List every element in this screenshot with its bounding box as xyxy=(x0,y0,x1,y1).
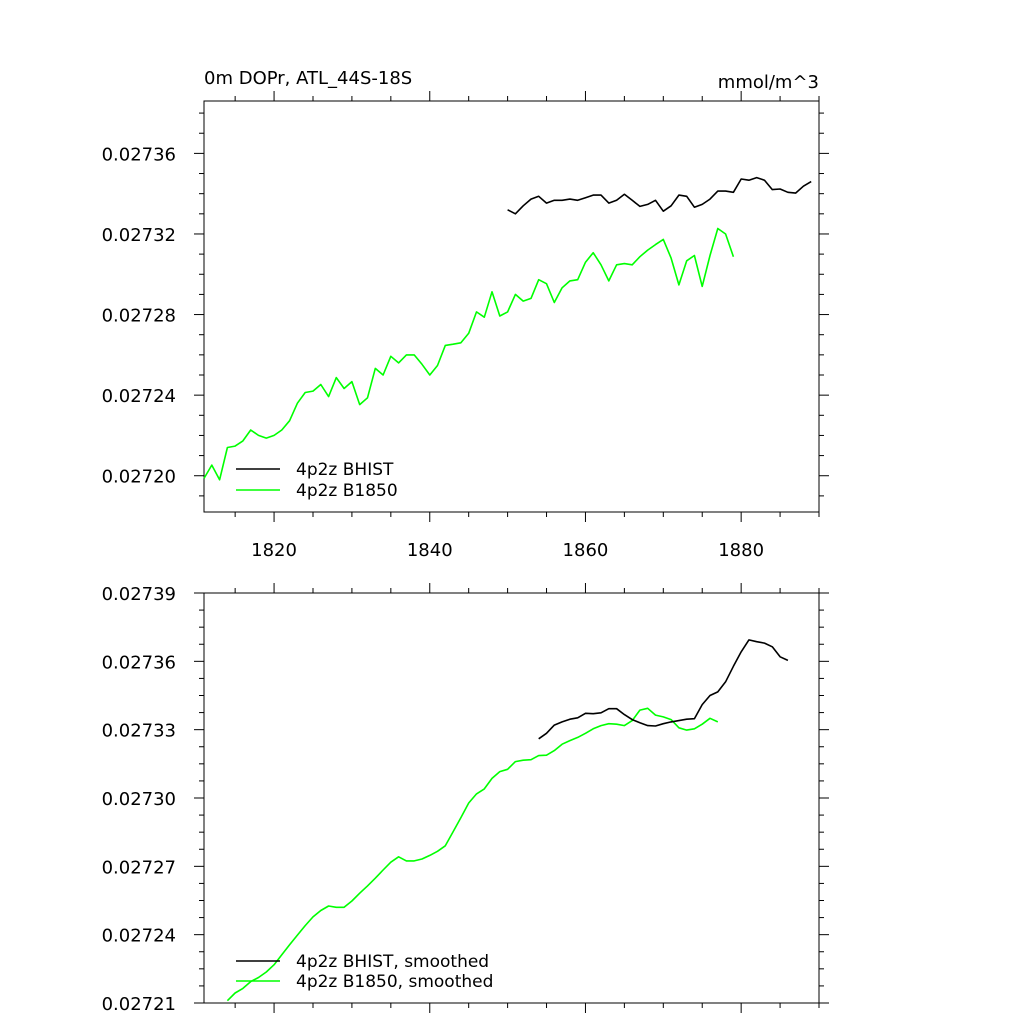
y-tick-label: 0.02724 xyxy=(102,926,176,947)
y-tick-label: 0.02720 xyxy=(102,467,176,488)
chart-title: 0m DOPr, ATL_44S-18S xyxy=(204,68,412,89)
legend-label-b1850-smoothed: 4p2z B1850, smoothed xyxy=(296,972,493,992)
top-panel: 0m DOPr, ATL_44S-18S mmol/m^3 1820 1840 18… xyxy=(102,68,829,561)
series-line-4p2z-bhist xyxy=(507,176,812,215)
bottom-axes: 0.02721 0.02724 0.02727 0.02730 0.02733 0.027… xyxy=(102,583,829,1015)
bottom-panel: 0.02721 0.02724 0.02727 0.02730 0.02733 0.027… xyxy=(102,583,829,1015)
top-plot-frame xyxy=(203,100,820,513)
x-tick-label: 1880 xyxy=(718,540,764,561)
legend-label-bhist-smoothed: 4p2z BHIST, smoothed xyxy=(296,952,489,972)
bottom-plot-frame xyxy=(203,592,820,1004)
y-tick-label: 0.02736 xyxy=(102,144,176,165)
top-series xyxy=(203,176,812,481)
y-tick-label: 0.02727 xyxy=(102,857,176,878)
units-label: mmol/m^3 xyxy=(718,72,819,93)
y-tick-label: 0.02739 xyxy=(102,584,176,605)
y-tick-label: 0.02724 xyxy=(102,386,176,407)
y-tick-label: 0.02736 xyxy=(102,652,176,673)
y-tick-label: 0.02730 xyxy=(102,789,176,810)
x-tick-label: 1840 xyxy=(407,540,453,561)
bottom-series xyxy=(226,639,789,1002)
y-tick-label: 0.02733 xyxy=(102,721,176,742)
bottom-legend: 4p2z BHIST, smoothed 4p2z B1850, smoothe… xyxy=(236,952,493,992)
x-tick-label: 1860 xyxy=(563,540,609,561)
legend-label-b1850: 4p2z B1850 xyxy=(296,481,398,501)
y-tick-label: 0.02721 xyxy=(102,994,176,1015)
series-line-4p2z-b1850 xyxy=(203,227,735,481)
top-legend: 4p2z BHIST 4p2z B1850 xyxy=(236,460,398,501)
series-line-4p2z-b1850-smoothed xyxy=(226,707,719,1002)
legend-label-bhist: 4p2z BHIST xyxy=(296,460,394,480)
x-tick-label: 1820 xyxy=(251,540,297,561)
series-line-4p2z-bhist-smoothed xyxy=(538,639,789,740)
y-tick-label: 0.02732 xyxy=(102,225,176,246)
y-tick-label: 0.02728 xyxy=(102,306,176,327)
top-axes: 1820 1840 1860 1880 0.02720 0.02724 0.02728 0.0… xyxy=(102,91,829,561)
